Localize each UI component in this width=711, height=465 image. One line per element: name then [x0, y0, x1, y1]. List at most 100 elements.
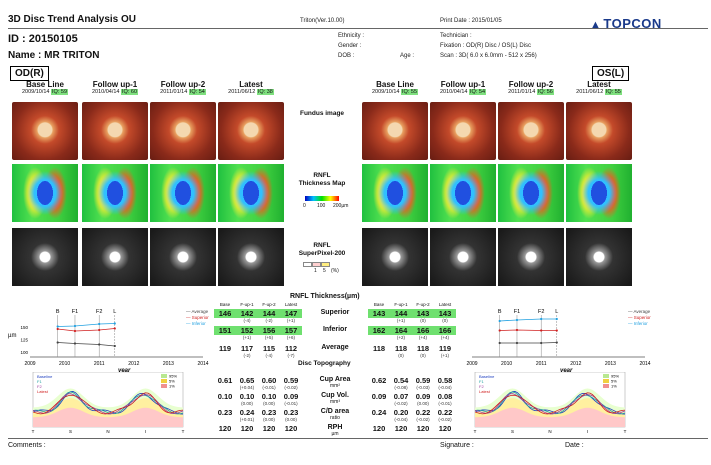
os-table-cell: 0.58 — [437, 376, 453, 385]
os-fundus-image — [430, 102, 496, 160]
os-fundus-image — [362, 102, 428, 160]
data-point — [498, 319, 501, 323]
os-table-cell: 120 — [394, 424, 408, 433]
od-delta-cell: (0.00) — [263, 417, 275, 422]
os-visit-header: Latest 2011/06/12 IQ: 55 — [566, 80, 632, 95]
data-point — [98, 343, 101, 346]
os-delta-cell: (-0.03) — [416, 385, 430, 390]
od-table-cell: 146 — [214, 309, 236, 318]
os-visit-header: Follow up-2 2011/01/14 IQ: 56 — [498, 80, 564, 95]
row-label-text: Average — [321, 344, 349, 351]
os-table-cell: 144 — [390, 309, 412, 318]
os-table-cell: 143 — [368, 309, 390, 318]
os-delta-cell: (0.00) — [417, 401, 429, 406]
pct-legend-entry: 5% — [169, 379, 175, 384]
od-rnfl-thickness-map — [150, 164, 216, 222]
od-delta-cell: (+1) — [242, 335, 252, 340]
od-superpixel-map — [150, 228, 216, 286]
row-label-text: Cup Vol. — [321, 392, 349, 399]
os-rnfl-thickness-map — [498, 164, 564, 222]
image-quality-badge: IQ: 55 — [604, 89, 622, 95]
tsnit-profile — [474, 391, 626, 415]
od-delta-cell: (+1) — [286, 318, 296, 323]
image-quality-badge: IQ: 38 — [256, 89, 274, 95]
row-unit: ratio — [330, 415, 340, 421]
os-delta-cell: (-0.02) — [438, 417, 452, 422]
os-table-cell: 118 — [416, 344, 430, 353]
os-delta-cell: (0) — [420, 353, 426, 358]
row-label-text: C/D area — [320, 408, 350, 415]
data-point — [498, 341, 501, 345]
tsnit-legend-entry: Latest — [479, 389, 491, 394]
topcon-logo-icon: ▲ — [590, 19, 602, 31]
od-superpixel-map — [12, 228, 78, 286]
data-point — [555, 329, 558, 332]
od-fundus-image — [218, 102, 284, 160]
x-tick-label: 2009 — [24, 361, 35, 367]
visit-date-row: 2009/10/14 IQ: 59 — [12, 89, 78, 95]
os-table-cell: 120 — [372, 424, 386, 433]
os-delta-cell: (+1) — [396, 318, 406, 323]
tsnit-x-tick: S — [69, 429, 72, 434]
os-table-cell: 0.62 — [371, 376, 387, 385]
data-point — [113, 322, 116, 325]
visit-date: 2009/10/14 — [21, 89, 50, 95]
data-point — [498, 329, 501, 332]
visit-date: 2011/01/14 — [160, 89, 188, 95]
tsnit-x-tick: I — [145, 429, 146, 434]
date-label: Date : — [565, 442, 584, 449]
visit-date-row: 2010/04/14 IQ: 60 — [82, 89, 148, 95]
legend-entry: — Average — [186, 309, 209, 314]
data-point — [555, 341, 558, 344]
os-delta-cell: (0) — [420, 318, 426, 323]
x-axis-label: year — [117, 368, 131, 374]
x-tick-label: 2010 — [59, 361, 70, 367]
tsnit-x-tick: T — [32, 429, 35, 434]
y-axis-label: µm — [8, 333, 16, 339]
software-version: Triton(Ver.10.00) — [300, 18, 345, 24]
od-table-cell: 120 — [240, 424, 254, 433]
od-rnfl-thickness-map — [218, 164, 284, 222]
tsnit-x-tick: S — [511, 429, 514, 434]
os-table-cell: 0.08 — [437, 392, 453, 401]
row-label-text: Inferior — [322, 326, 348, 333]
fundus-image-label: Fundus image — [299, 110, 345, 117]
visit-title: Base Line — [376, 80, 414, 89]
od-col-header: F-up-2 — [262, 302, 276, 307]
tsnit-profile — [474, 392, 626, 415]
tsnit-x-tick: T — [474, 429, 477, 434]
os-delta-cell: (-0.02) — [416, 417, 430, 422]
tsnit-legend-entry: Latest — [37, 389, 49, 394]
x-tick-label: 2012 — [570, 361, 581, 367]
os-table-cell: 120 — [438, 424, 452, 433]
od-delta-cell: (0.00) — [263, 401, 275, 406]
image-quality-badge: IQ: 60 — [121, 89, 139, 95]
od-table-cell: 0.24 — [239, 408, 255, 417]
trend-line — [57, 323, 115, 327]
row-unit: mm³ — [330, 399, 340, 405]
tsnit-x-tick: T — [182, 429, 185, 434]
data-point — [56, 327, 59, 331]
pct-legend-swatch — [161, 384, 167, 388]
os-delta-cell: (-0.01) — [438, 401, 452, 406]
od-col-header: Base — [219, 302, 231, 307]
tsnit-x-tick: N — [106, 429, 109, 434]
od-delta-cell: (+6) — [286, 335, 296, 340]
od-table-cell: 0.65 — [239, 376, 255, 385]
od-fundus-image — [82, 102, 148, 160]
data-point — [540, 341, 543, 345]
os-delta-cell: (+1) — [440, 353, 450, 358]
row-label-text: RPH — [327, 424, 343, 431]
visit-date: 2009/10/14 — [371, 89, 400, 95]
tsnit-profile — [32, 392, 184, 415]
os-table-cell: 166 — [434, 326, 456, 335]
tsnit-legend-entry: Baseline — [479, 374, 495, 379]
row-label-text: Cup Area — [319, 376, 351, 383]
patient-name: Name : MR TRITON — [8, 50, 100, 61]
os-visit-header: Follow up-1 2010/04/14 IQ: 54 — [430, 80, 496, 95]
signature-label: Signature : — [440, 442, 474, 449]
tsnit-x-tick: N — [548, 429, 551, 434]
superpixel-legend — [303, 262, 330, 267]
visit-marker-label: F2 — [96, 309, 102, 315]
sp-5: 5 — [323, 268, 326, 274]
